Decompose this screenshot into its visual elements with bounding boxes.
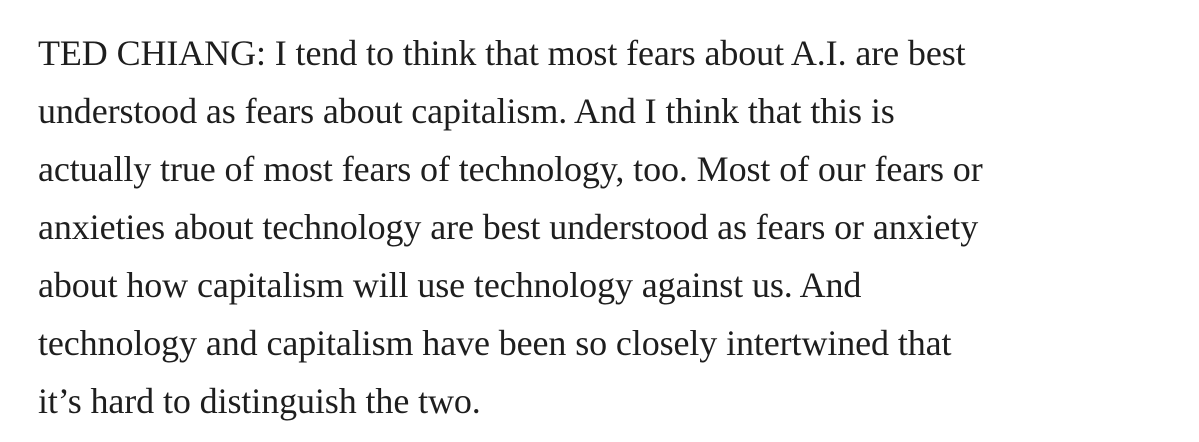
quote-line: actually true of most fears of technolog… <box>38 149 983 189</box>
quote-paragraph: TED CHIANG: I tend to think that most fe… <box>38 24 1178 430</box>
quote-line: anxieties about technology are best unde… <box>38 207 979 247</box>
quote-line: TED CHIANG: I tend to think that most fe… <box>38 33 966 73</box>
quote-line: understood as fears about capitalism. An… <box>38 91 895 131</box>
quote-line: technology and capitalism have been so c… <box>38 323 952 363</box>
quote-line: it’s hard to distinguish the two. <box>38 381 481 421</box>
quote-line: about how capitalism will use technology… <box>38 265 862 305</box>
